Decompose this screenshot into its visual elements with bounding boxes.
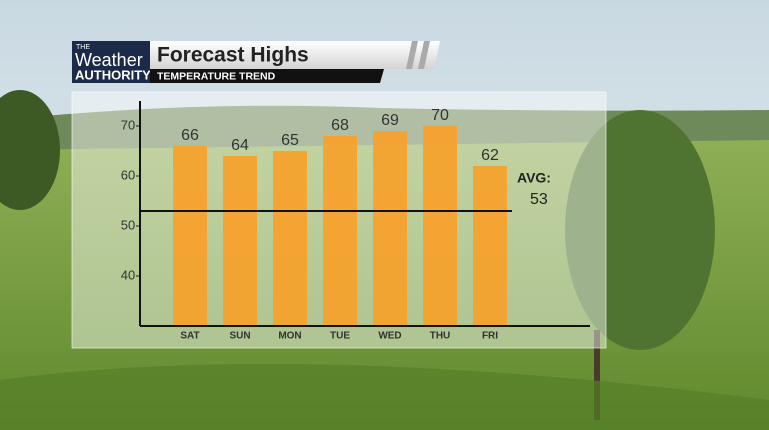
value-label: 65 (281, 132, 299, 149)
logo-box (72, 41, 150, 83)
title-bar (150, 41, 440, 69)
bar (423, 126, 457, 326)
subtitle-bar (150, 69, 384, 83)
value-label: 66 (181, 127, 199, 144)
bar (273, 151, 307, 326)
value-label: 64 (231, 137, 249, 154)
plot: 40 50 60 70 66 SAT 64 SUN 65 MON 68 TUE 69 WED 70 THU 62… (121, 101, 590, 342)
bar (223, 156, 257, 326)
x-tick-label: WED (378, 331, 401, 342)
header: THE Weather AUTHORITY Forecast Highs TEM… (72, 41, 440, 83)
logo-authority: AUTHORITY (75, 67, 151, 82)
bar (373, 131, 407, 326)
y-tick-label: 50 (121, 217, 135, 232)
chart-subtitle: TEMPERATURE TREND (157, 70, 276, 82)
x-tick-label: SUN (229, 331, 250, 342)
bar (473, 166, 507, 326)
average-label: AVG: (517, 170, 551, 186)
y-tick-label: 40 (121, 267, 135, 282)
value-label: 69 (381, 112, 399, 129)
y-tick-label: 70 (121, 117, 135, 132)
chart-title: Forecast Highs (157, 44, 309, 67)
bar (323, 136, 357, 326)
title-stripes (406, 41, 430, 69)
value-label: 68 (331, 117, 349, 134)
logo-the: THE (76, 44, 90, 51)
x-tick-label: THU (430, 331, 451, 342)
value-label: 62 (481, 147, 499, 164)
y-tick-label: 60 (121, 167, 135, 182)
x-tick-label: FRI (482, 331, 498, 342)
x-tick-label: SAT (180, 331, 199, 342)
logo-weather: Weather (75, 50, 143, 70)
x-tick-label: MON (278, 331, 301, 342)
bar (173, 146, 207, 326)
value-label: 70 (431, 107, 449, 124)
x-tick-label: TUE (330, 331, 350, 342)
average-value: 53 (530, 191, 548, 208)
